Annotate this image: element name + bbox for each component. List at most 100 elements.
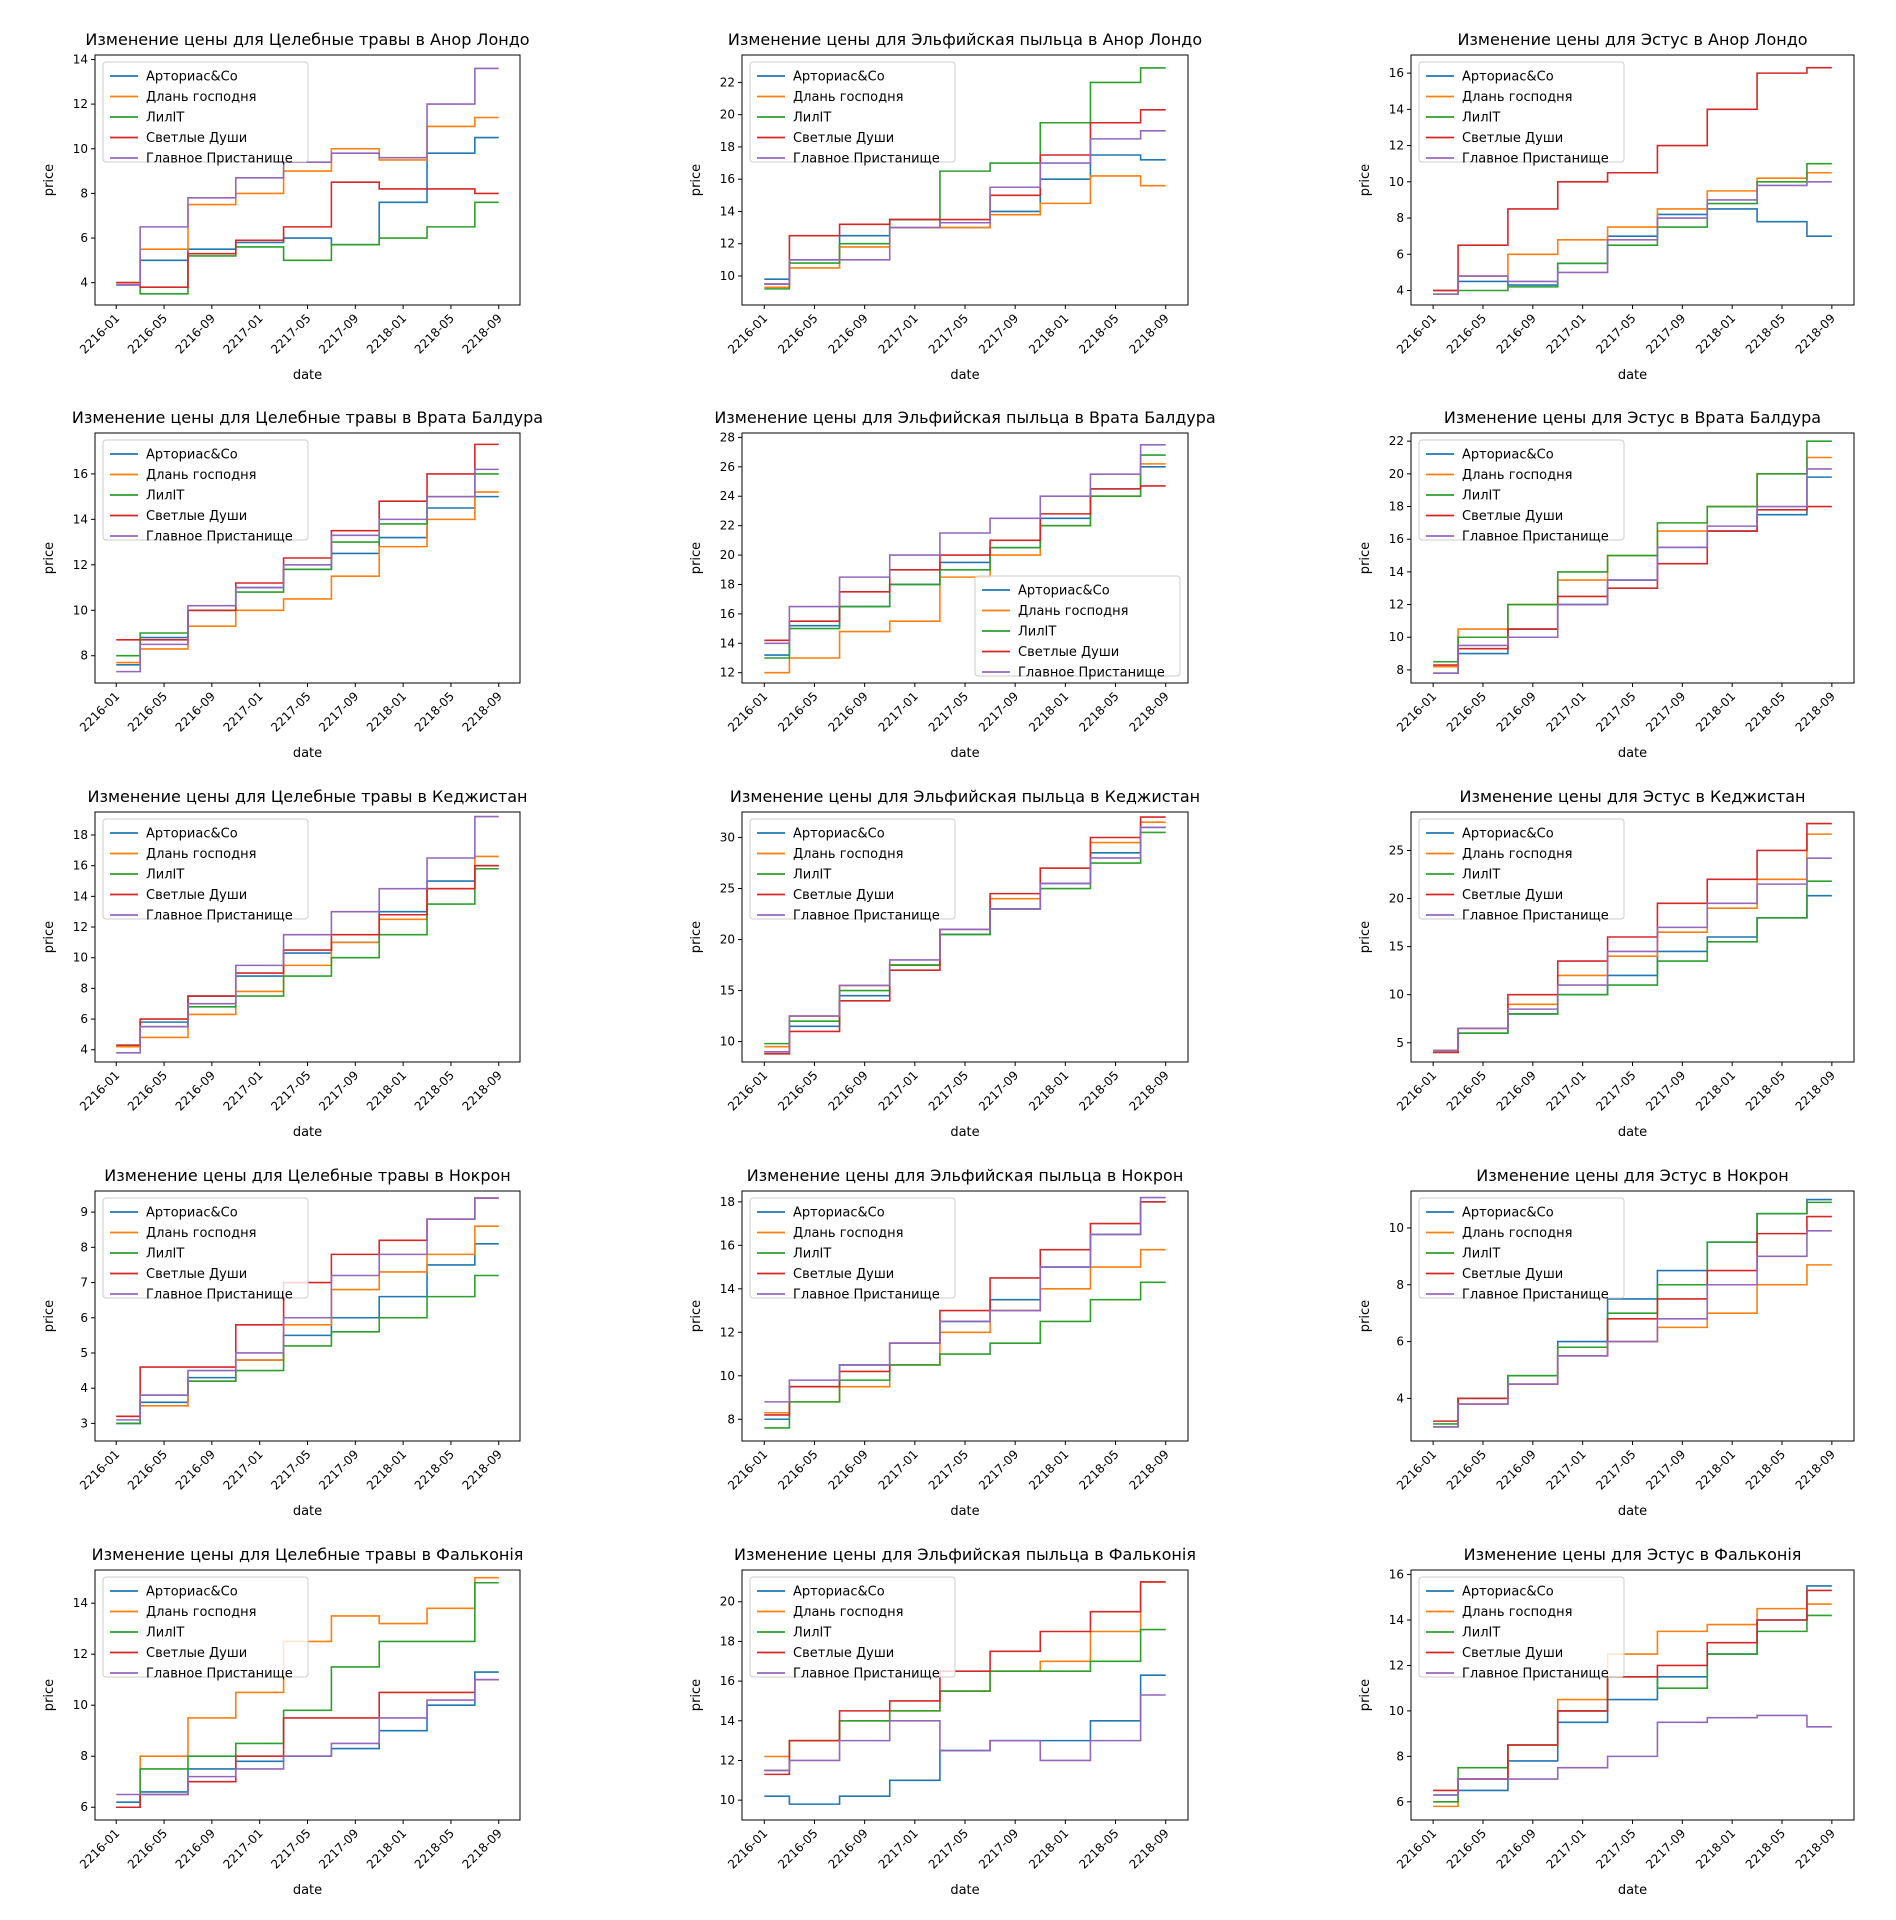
y-tick-label: 14 (73, 52, 88, 66)
legend-box (749, 818, 956, 920)
chart-title: Изменение цены для Эльфийская пыльца в В… (714, 408, 1215, 427)
series-line-5 (116, 468, 499, 673)
legend-label: Длань господня (146, 468, 256, 483)
y-tick-label: 20 (720, 1595, 735, 1609)
y-tick-label: 14 (1389, 102, 1404, 116)
y-tick-label: 12 (720, 1325, 735, 1339)
y-tick-label: 22 (720, 519, 735, 533)
y-tick-label: 8 (80, 1749, 88, 1763)
legend-label: Светлые Души (793, 1267, 894, 1282)
legend-label: ЛилIT (146, 1626, 184, 1641)
y-tick-label: 20 (720, 548, 735, 562)
y-tick-label: 4 (1396, 284, 1404, 298)
x-axis-label: date (1618, 368, 1647, 383)
legend: Арториас&Co Длань господня ЛилIT Светлые Ду… (102, 1576, 309, 1682)
series-line-5 (116, 1678, 499, 1796)
y-tick-label: 10 (1389, 175, 1404, 189)
y-tick-label: 16 (73, 467, 88, 481)
legend-label: Главное Пристанище (146, 1288, 293, 1303)
legend-label: Светлые Души (1018, 645, 1119, 660)
legend: Арториас&Co Длань господня ЛилIT Светлые Ду… (749, 1197, 956, 1303)
y-tick-label: 18 (720, 1195, 735, 1209)
y-tick-label: 6 (80, 1800, 88, 1814)
y-tick-label: 14 (720, 204, 735, 218)
y-tick-label: 14 (73, 1596, 88, 1610)
legend-label: ЛилIT (146, 868, 184, 883)
series-line-5 (764, 826, 1166, 1053)
legend-label: Главное Пристанище (1462, 909, 1609, 924)
legend: Арториас&Co Длань господня ЛилIT Светлые Ду… (1418, 1197, 1625, 1303)
y-axis-label: price (1358, 164, 1373, 196)
legend-box (749, 1576, 956, 1678)
legend-label: Главное Пристанище (1462, 1288, 1609, 1303)
y-tick-label: 10 (720, 1035, 735, 1049)
chart-title: Изменение цены для Целебные травы в Фаль… (92, 1545, 524, 1564)
legend-label: Главное Пристанище (1462, 152, 1609, 167)
x-axis-label: date (950, 1504, 979, 1519)
legend-label: Главное Пристанище (146, 152, 293, 167)
y-tick-label: 12 (1389, 1658, 1404, 1672)
legend-label: Арториас&Co (793, 1206, 885, 1221)
series-line-5 (764, 130, 1166, 285)
legend-label: Главное Пристанище (793, 909, 940, 924)
y-tick-label: 16 (720, 607, 735, 621)
series-line-5 (116, 815, 499, 1054)
legend-label: Длань господня (1462, 468, 1572, 483)
y-tick-label: 5 (1396, 1036, 1404, 1050)
y-tick-label: 8 (80, 186, 88, 200)
y-tick-label: 10 (73, 603, 88, 617)
legend-label: Светлые Души (146, 1267, 247, 1282)
y-tick-label: 14 (1389, 565, 1404, 579)
y-tick-label: 14 (720, 636, 735, 650)
series-line-5 (116, 1197, 499, 1421)
chart-title: Изменение цены для Эльфийская пыльца в К… (730, 787, 1200, 806)
chart-title: Изменение цены для Эстус в Фальконія (1464, 1545, 1802, 1564)
legend-label: ЛилIT (146, 489, 184, 504)
legend-label: Длань господня (793, 90, 903, 105)
series-line-4 (1433, 66, 1832, 292)
y-tick-label: 12 (73, 920, 88, 934)
legend-label: Арториас&Co (793, 70, 885, 85)
legend-label: Арториас&Co (1462, 448, 1554, 463)
chart-title: Изменение цены для Эстус в Врата Балдура (1444, 408, 1821, 427)
legend-box (749, 1197, 956, 1299)
y-axis-label: price (42, 542, 57, 574)
legend-label: Длань господня (793, 1226, 903, 1241)
y-tick-label: 20 (720, 933, 735, 947)
y-tick-label: 10 (1389, 630, 1404, 644)
legend-label: Светлые Души (146, 888, 247, 903)
series-line-3 (764, 67, 1166, 290)
series-line-5 (764, 1196, 1166, 1403)
legend-label: Главное Пристанище (146, 909, 293, 924)
y-tick-label: 6 (80, 231, 88, 245)
legend-label: Арториас&Co (793, 827, 885, 842)
legend-label: Длань господня (146, 1226, 256, 1241)
y-tick-label: 14 (1389, 1613, 1404, 1627)
y-tick-label: 15 (720, 984, 735, 998)
y-tick-label: 10 (73, 142, 88, 156)
legend-label: Светлые Души (146, 131, 247, 146)
x-axis-label: date (1618, 1883, 1647, 1898)
legend-label: Длань господня (146, 90, 256, 105)
chart-title: Изменение цены для Эстус в Кеджистан (1459, 787, 1805, 806)
y-tick-label: 12 (73, 1647, 88, 1661)
legend-label: ЛилIT (793, 1247, 831, 1262)
series-line-5 (1433, 181, 1832, 295)
y-tick-label: 10 (73, 1698, 88, 1712)
y-tick-label: 20 (1389, 892, 1404, 906)
legend-label: Арториас&Co (1462, 827, 1554, 842)
y-tick-label: 24 (720, 489, 735, 503)
legend: Арториас&Co Длань господня ЛилIT Светлые Ду… (1418, 61, 1625, 167)
y-tick-label: 22 (720, 75, 735, 89)
legend-box (102, 439, 309, 541)
y-axis-label: price (42, 164, 57, 196)
y-tick-label: 18 (720, 1634, 735, 1648)
legend-label: Арториас&Co (1018, 584, 1110, 599)
legend-label: ЛилIT (1018, 625, 1056, 640)
y-tick-label: 9 (80, 1205, 88, 1219)
y-tick-label: 5 (80, 1346, 88, 1360)
legend: Арториас&Co Длань господня ЛилIT Светлые Ду… (749, 818, 956, 924)
y-tick-label: 8 (1396, 1749, 1404, 1763)
